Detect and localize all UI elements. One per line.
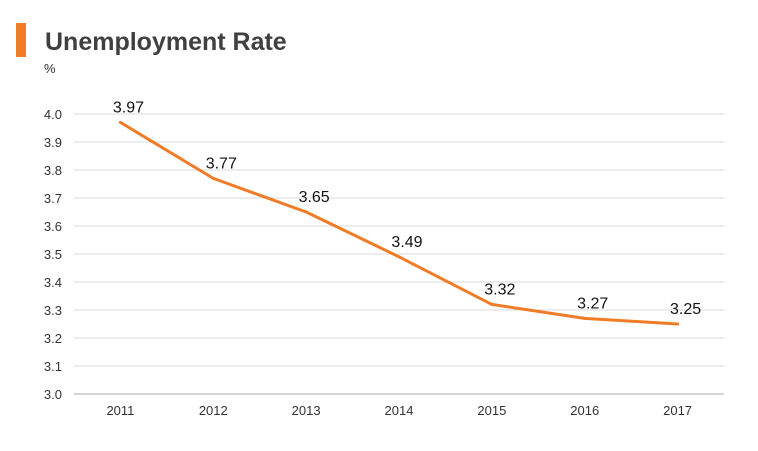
x-axis-ticks: 2011 2012 2013 2014 2015 2016 2017	[106, 403, 692, 418]
data-label: 3.65	[299, 189, 330, 206]
y-tick-label: 3.3	[44, 303, 62, 318]
data-point	[676, 322, 680, 326]
y-axis-ticks: 3.0 3.1 3.2 3.3 3.4 3.5 3.6 3.7 3.8 3.9 4.0	[44, 107, 62, 402]
data-point	[583, 316, 587, 320]
x-tick-label: 2014	[385, 403, 414, 418]
data-label: 3.25	[670, 301, 701, 318]
y-tick-label: 4.0	[44, 107, 62, 122]
x-tick-label: 2011	[106, 403, 134, 418]
data-label: 3.27	[577, 295, 608, 312]
chart-title: Unemployment Rate	[45, 28, 287, 56]
data-label: 3.77	[206, 155, 237, 172]
x-tick-label: 2017	[663, 403, 692, 418]
y-tick-label: 3.9	[44, 135, 62, 150]
y-tick-label: 3.6	[44, 219, 62, 234]
y-tick-label: 3.7	[44, 191, 62, 206]
y-tick-label: 3.8	[44, 163, 62, 178]
y-tick-label: 3.0	[44, 387, 62, 402]
data-label: 3.32	[484, 281, 515, 298]
series-line	[118, 120, 680, 326]
y-axis-unit: %	[44, 61, 56, 76]
data-point	[211, 176, 215, 180]
x-tick-label: 2012	[199, 403, 228, 418]
series-line-group	[118, 120, 680, 326]
data-point	[490, 302, 494, 306]
x-tick-label: 2013	[292, 403, 321, 418]
y-tick-label: 3.1	[44, 359, 62, 374]
y-tick-label: 3.2	[44, 331, 62, 346]
y-tick-label: 3.5	[44, 247, 62, 262]
title-accent-bar	[16, 23, 26, 57]
y-tick-label: 3.4	[44, 275, 62, 290]
gridlines	[74, 113, 724, 395]
data-label: 3.49	[391, 234, 422, 251]
data-point	[397, 255, 401, 259]
data-point	[118, 120, 122, 124]
x-tick-label: 2016	[570, 403, 599, 418]
x-tick-label: 2015	[477, 403, 506, 418]
data-label: 3.97	[113, 99, 144, 116]
data-point	[304, 210, 308, 214]
data-labels: 3.97 3.77 3.65 3.49 3.32 3.27 3.25	[113, 99, 701, 318]
